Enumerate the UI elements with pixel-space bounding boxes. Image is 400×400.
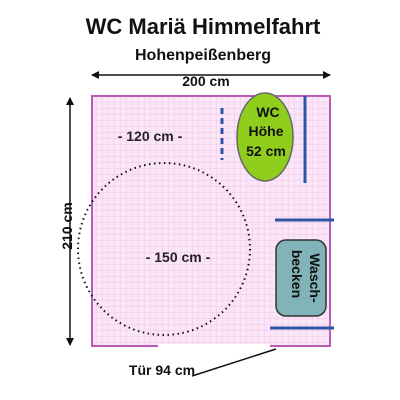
- page-subtitle: Hohenpeißenberg: [135, 47, 271, 64]
- turning-circle-label: - 150 cm -: [146, 249, 211, 265]
- wc-toilet: [236, 92, 294, 182]
- turning-circle: [77, 162, 251, 336]
- page-title: WC Mariä Himmelfahrt: [86, 14, 321, 39]
- width-dimension-label: 200 cm: [182, 73, 229, 89]
- door-leaf: [191, 348, 277, 377]
- wc-label-line1: WC: [256, 104, 279, 120]
- door-label: Tür 94 cm: [129, 362, 195, 378]
- wc-label-line2: Höhe: [249, 123, 284, 139]
- side-space-label: - 120 cm -: [118, 128, 183, 144]
- sink-label-line1: Wasch-: [307, 253, 323, 303]
- wc-label-line3: 52 cm: [246, 143, 286, 159]
- wash-basin: [275, 239, 327, 317]
- depth-dimension-label: 210 cm: [59, 202, 75, 249]
- sink-label-line2: becken: [289, 250, 305, 298]
